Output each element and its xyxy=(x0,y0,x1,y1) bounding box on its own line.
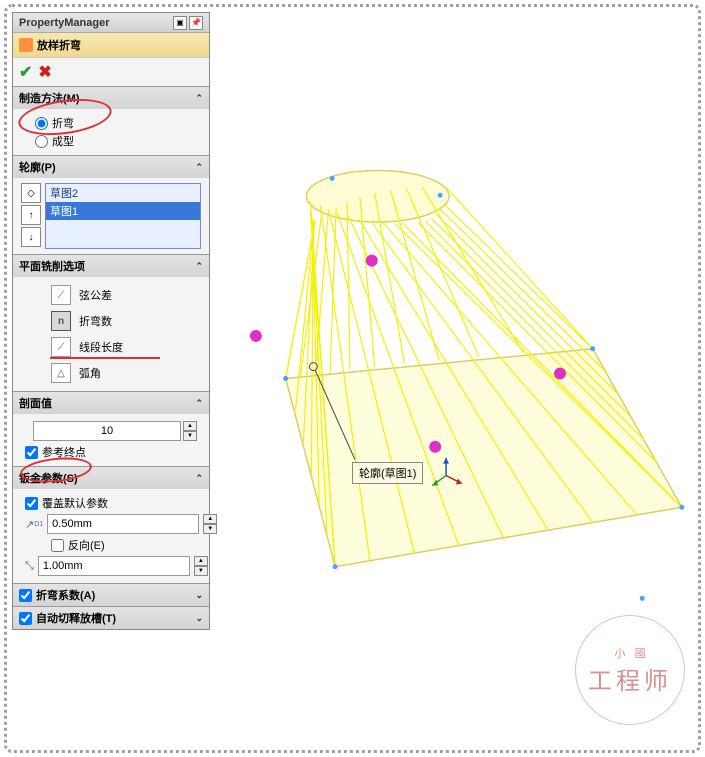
facet-bends-option[interactable]: n折弯数 xyxy=(21,308,201,334)
thickness-icon: ↗D1 xyxy=(25,514,43,534)
move-down-button[interactable]: ↓ xyxy=(21,227,41,247)
facet-seglen-option[interactable]: ⟋线段长度 xyxy=(21,334,201,360)
lofted-bend-icon xyxy=(19,38,33,52)
method-bend-radio[interactable] xyxy=(35,117,48,130)
bend-factor-checkbox[interactable] xyxy=(19,589,32,602)
thickness-input[interactable] xyxy=(47,514,199,534)
list-item[interactable]: 草图1 xyxy=(46,202,200,220)
reverse-checkbox[interactable] xyxy=(51,539,64,552)
spin-down-button[interactable]: ▼ xyxy=(183,431,197,441)
spin-up-button[interactable]: ▲ xyxy=(194,556,208,566)
viewport-3d[interactable]: 轮廓(草图1) 小 國 工程师 xyxy=(215,12,693,745)
auto-relief-head[interactable]: 自动切释放槽(T)⌄ xyxy=(13,607,209,629)
handle-left xyxy=(250,330,262,342)
radius-input[interactable] xyxy=(38,556,190,576)
chevron-icon: ⌃ xyxy=(195,261,203,272)
auto-relief-checkbox[interactable] xyxy=(19,612,32,625)
pm-header: PropertyManager ▣ 📌 xyxy=(13,13,209,33)
feature-title: 放样折弯 xyxy=(37,37,81,53)
facet-chord-option[interactable]: ⟋弦公差 xyxy=(21,282,201,308)
move-up-button[interactable]: ↑ xyxy=(21,205,41,225)
sheet-section-head[interactable]: 钣金参数(S)⌃ xyxy=(13,467,209,489)
method-section-head[interactable]: 制造方法(M)⌃ xyxy=(13,87,209,109)
handle-right xyxy=(554,368,566,380)
ref-endpoint-label: 参考终点 xyxy=(42,444,86,460)
arc-angle-icon: △ xyxy=(51,363,71,383)
chevron-icon: ⌃ xyxy=(195,162,203,173)
ok-icon[interactable]: ✔ xyxy=(19,62,32,82)
chevron-icon: ⌃ xyxy=(195,93,203,104)
pm-title: PropertyManager xyxy=(19,17,173,29)
seg-len-icon: ⟋ xyxy=(51,337,71,357)
facet-arc-option[interactable]: △弧角 xyxy=(21,360,201,386)
profile-swap-icon[interactable]: ◇ xyxy=(21,183,41,203)
handle-bottom xyxy=(429,441,441,453)
facet-value-input[interactable] xyxy=(33,421,181,441)
handle-top xyxy=(366,255,378,267)
override-label: 覆盖默认参数 xyxy=(42,495,108,511)
chevron-icon: ⌃ xyxy=(195,398,203,409)
profile-list[interactable]: 草图2 草图1 xyxy=(45,183,201,249)
profile-callout: 轮廓(草图1) xyxy=(352,462,423,484)
property-manager-panel: PropertyManager ▣ 📌 放样折弯 ✔ ✖ 制造方法(M)⌃ 折弯… xyxy=(12,12,210,630)
ref-endpoint-checkbox[interactable] xyxy=(25,446,38,459)
spin-up-button[interactable]: ▲ xyxy=(183,421,197,431)
header-btn-1[interactable]: ▣ xyxy=(173,16,187,30)
chevron-icon: ⌄ xyxy=(195,590,203,601)
method-bend-label: 折弯 xyxy=(52,115,74,131)
num-bends-icon: n xyxy=(51,311,71,331)
radius-icon: ⤡ xyxy=(25,556,34,576)
chevron-icon: ⌄ xyxy=(195,613,203,624)
watermark: 小 國 工程师 xyxy=(575,615,685,725)
spin-down-button[interactable]: ▼ xyxy=(203,524,217,534)
list-item[interactable]: 草图2 xyxy=(46,184,200,202)
chevron-icon: ⌃ xyxy=(195,473,203,484)
feature-header: 放样折弯 xyxy=(13,33,209,58)
spin-down-button[interactable]: ▼ xyxy=(194,566,208,576)
header-btn-2[interactable]: 📌 xyxy=(189,16,203,30)
bend-factor-head[interactable]: 折弯系数(A)⌄ xyxy=(13,584,209,606)
method-form-label: 成型 xyxy=(52,133,74,149)
value-section-head[interactable]: 剖面值⌃ xyxy=(13,392,209,414)
cancel-icon[interactable]: ✖ xyxy=(38,62,51,82)
reverse-label: 反向(E) xyxy=(68,537,105,553)
spin-up-button[interactable]: ▲ xyxy=(203,514,217,524)
method-form-radio[interactable] xyxy=(35,135,48,148)
override-checkbox[interactable] xyxy=(25,497,38,510)
facet-section-head[interactable]: 平面铣削选项⌃ xyxy=(13,255,209,277)
chord-tol-icon: ⟋ xyxy=(51,285,71,305)
profile-section-head[interactable]: 轮廓(P)⌃ xyxy=(13,156,209,178)
